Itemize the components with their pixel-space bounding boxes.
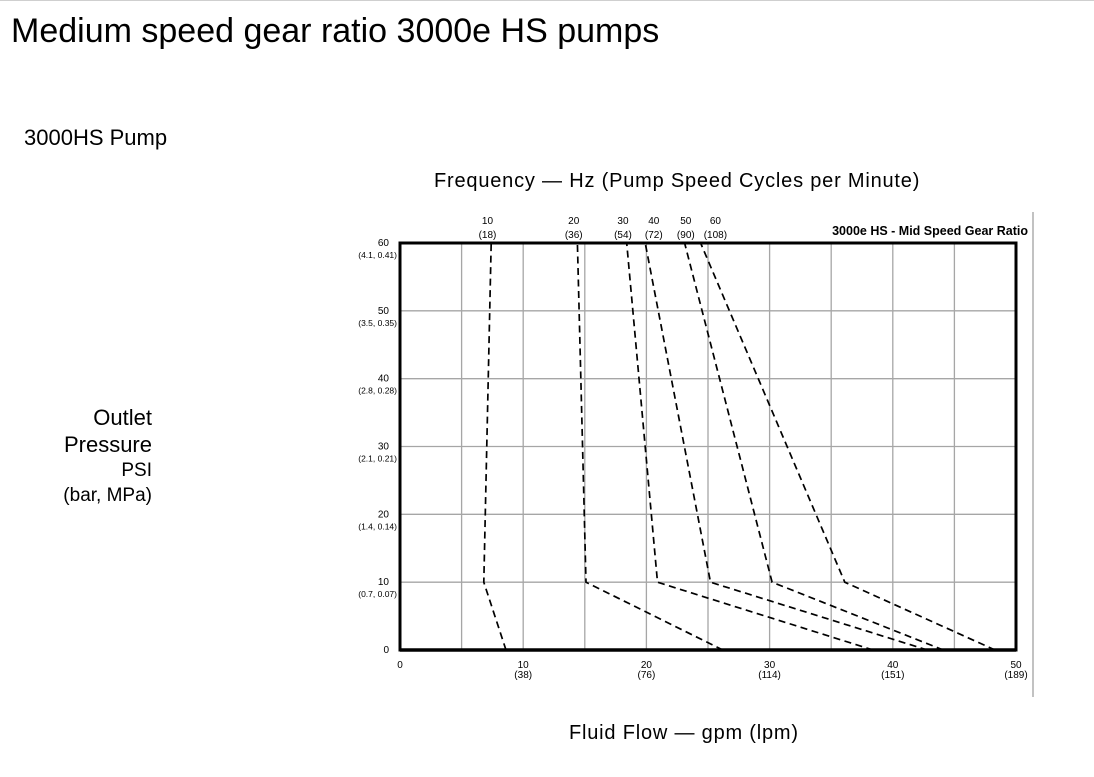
y-axis-title-line1: Outlet <box>93 405 152 430</box>
y-tick-label-10: 10 <box>378 577 390 588</box>
y-axis-title-line2: Pressure <box>63 432 152 457</box>
chart-title: 3000e HS - Mid Speed Gear Ratio <box>832 224 1028 238</box>
x-tick-sublabel-10: (38) <box>514 670 532 681</box>
y-tick-sublabel-10: (0.7, 0.07) <box>358 589 397 599</box>
frequency-label-10: 10 <box>482 216 494 227</box>
y-tick-label-60: 60 <box>378 238 390 249</box>
y-tick-label-30: 30 <box>378 442 390 453</box>
series-line-50hz <box>683 242 944 651</box>
frequency-label-60: 60 <box>710 216 722 227</box>
y-tick-label-40: 40 <box>378 374 390 385</box>
grid-lines <box>400 243 1016 650</box>
x-tick-label-0: 0 <box>397 660 403 671</box>
frequency-sublabel-30: (54) <box>614 230 632 241</box>
x-tick-label-40: 40 <box>887 660 899 671</box>
y-axis-title-line4: (bar, MPa) <box>63 485 152 506</box>
series-line-30hz <box>625 242 874 651</box>
x-tick-label-10: 10 <box>518 660 530 671</box>
x-axis-title: Fluid Flow — gpm (lpm) <box>569 722 799 744</box>
y-tick-sublabel-40: (2.8, 0.28) <box>358 386 397 396</box>
x-tick-sublabel-30: (114) <box>758 670 781 681</box>
y-tick-sublabel-60: (4.1, 0.41) <box>358 250 397 260</box>
series-line-20hz <box>576 242 724 651</box>
x-tick-label-30: 30 <box>764 660 776 671</box>
y-axis-title-line3: PSI <box>121 460 152 481</box>
y-tick-label-50: 50 <box>378 306 390 317</box>
series-line-10hz <box>482 242 507 651</box>
frequency-label-40: 40 <box>648 216 660 227</box>
y-tick-sublabel-50: (3.5, 0.35) <box>358 318 397 328</box>
y-tick-sublabel-30: (2.1, 0.21) <box>358 454 397 464</box>
frequency-sublabel-60: (108) <box>704 230 727 241</box>
x-tick-label-50: 50 <box>1010 660 1022 671</box>
frequency-label-20: 20 <box>568 216 580 227</box>
pump-subtitle: 3000HS Pump <box>24 125 168 150</box>
y-tick-label-20: 20 <box>378 509 390 520</box>
frequency-label-50: 50 <box>680 216 692 227</box>
y-tick-sublabel-20: (1.4, 0.14) <box>358 521 397 531</box>
frequency-sublabel-50: (90) <box>677 230 695 241</box>
x-tick-sublabel-40: (151) <box>881 670 904 681</box>
axis-labels: 10 (18) 20 (36) 30 (54) 40 (72) 50 (90) 60 (108) 0 10… <box>358 216 1027 681</box>
frequency-sublabel-40: (72) <box>645 230 663 241</box>
series-line-60hz <box>699 242 996 651</box>
frequency-axis-title: Frequency — Hz (Pump Speed Cycles per Mi… <box>434 170 921 192</box>
plot-frame <box>398 212 1034 697</box>
frequency-label-30: 30 <box>617 216 629 227</box>
series-lines <box>482 242 996 651</box>
x-tick-label-20: 20 <box>641 660 653 671</box>
series-line-40hz <box>644 242 928 651</box>
x-tick-sublabel-50: (189) <box>1004 670 1027 681</box>
top-rule <box>0 0 1094 1</box>
y-axis-title: Outlet Pressure PSI (bar, MPa) <box>63 404 152 508</box>
frequency-sublabel-10: (18) <box>479 230 497 241</box>
frequency-sublabel-20: (36) <box>565 230 583 241</box>
x-tick-sublabel-20: (76) <box>638 670 656 681</box>
page-title: Medium speed gear ratio 3000e HS pumps <box>11 12 660 50</box>
y-tick-label-0: 0 <box>383 645 389 656</box>
